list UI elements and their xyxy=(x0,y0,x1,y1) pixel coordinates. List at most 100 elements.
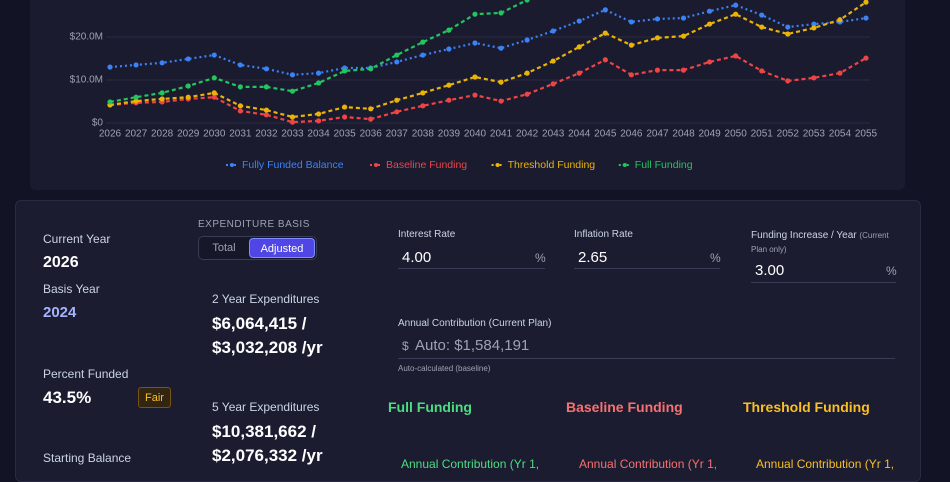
x-tick-label: 2026 xyxy=(99,129,122,140)
point xyxy=(524,91,530,97)
x-tick-label: 2027 xyxy=(125,129,148,140)
input-label: Inflation Rate xyxy=(574,229,633,240)
x-tick-label: 2047 xyxy=(646,129,669,140)
legend-dot xyxy=(622,163,627,167)
legend-dot xyxy=(374,163,378,167)
label: 5 Year Expenditures xyxy=(212,400,320,414)
x-tick-label: 2037 xyxy=(386,129,409,140)
point xyxy=(759,12,765,18)
point xyxy=(602,7,608,13)
point xyxy=(211,90,217,96)
point xyxy=(654,67,661,73)
legend-label: Full Funding xyxy=(635,159,693,171)
point xyxy=(628,19,634,25)
point xyxy=(263,84,270,90)
input-value[interactable]: 2.65 xyxy=(578,249,608,266)
point xyxy=(420,103,426,109)
label: Current Year xyxy=(43,232,111,246)
x-tick-label: 2032 xyxy=(255,129,278,140)
point xyxy=(498,79,504,85)
legend-dot xyxy=(495,163,500,167)
plan-title: Threshold Funding xyxy=(743,399,870,415)
point xyxy=(811,75,817,81)
point xyxy=(211,94,217,100)
point xyxy=(472,11,478,17)
note: Auto-calculated (baseline) xyxy=(398,364,491,373)
input-label: Interest Rate xyxy=(398,229,456,240)
point xyxy=(237,84,243,90)
point xyxy=(446,46,452,52)
series-line xyxy=(109,0,528,104)
y-tick-label: $10.0M xyxy=(70,75,103,86)
input-value[interactable]: 4.00 xyxy=(402,249,432,266)
point xyxy=(472,74,478,80)
point xyxy=(837,17,843,23)
x-tick-label: 2035 xyxy=(333,129,356,140)
x-tick-label: 2034 xyxy=(307,129,330,140)
x-tick-label: 2049 xyxy=(698,129,721,140)
settings-panel xyxy=(15,200,921,482)
point xyxy=(133,98,139,104)
input-label-group: Funding Increase / Year (Current Plan on… xyxy=(751,229,896,257)
point xyxy=(263,107,270,113)
input-line xyxy=(398,268,545,269)
point xyxy=(654,35,661,41)
point xyxy=(394,109,400,115)
input-value[interactable]: Auto: $1,584,191 xyxy=(415,337,530,354)
point xyxy=(550,28,556,34)
point xyxy=(211,52,217,58)
point xyxy=(733,2,739,8)
value: $2,076,332 /yr xyxy=(212,446,323,465)
point xyxy=(263,112,270,118)
toggle-option[interactable]: Adjusted xyxy=(249,238,315,258)
plan-title: Baseline Funding xyxy=(566,399,683,415)
value: $3,032,208 /yr xyxy=(212,338,323,357)
input-line xyxy=(751,282,896,283)
plan-line: Annual Contribution (Yr 1, xyxy=(579,457,718,471)
input-label: Funding Increase / Year xyxy=(751,230,857,241)
point xyxy=(420,39,426,45)
plan-line: Annual Contribution (Yr 1, xyxy=(756,457,895,471)
x-tick-label: 2028 xyxy=(151,129,174,140)
x-tick-label: 2050 xyxy=(725,129,748,140)
point xyxy=(107,99,113,105)
unit: % xyxy=(710,251,721,265)
series-line xyxy=(109,54,867,124)
y-tick-label: $20.0M xyxy=(70,32,103,43)
toggle-option[interactable]: Total xyxy=(212,242,236,254)
x-tick-label: 2038 xyxy=(412,129,435,140)
x-tick-label: 2040 xyxy=(464,129,487,140)
legend-dot xyxy=(230,163,234,167)
point xyxy=(263,66,270,72)
point xyxy=(159,60,165,66)
point xyxy=(185,83,191,89)
point xyxy=(315,80,322,86)
point xyxy=(368,116,374,122)
x-tick-label: 2029 xyxy=(177,129,200,140)
input-value[interactable]: 3.00 xyxy=(755,262,785,279)
section-label: EXPENDITURE BASIS xyxy=(198,219,310,230)
point xyxy=(628,72,634,78)
point xyxy=(576,44,582,50)
point xyxy=(706,59,713,65)
point xyxy=(368,66,374,72)
point xyxy=(185,94,191,100)
x-tick-label: 2039 xyxy=(438,129,461,140)
x-tick-label: 2031 xyxy=(229,129,252,140)
point xyxy=(394,97,400,103)
point xyxy=(785,31,791,37)
point xyxy=(759,24,765,30)
input-note: (Current Plan only) xyxy=(751,231,889,254)
unit: % xyxy=(886,264,897,278)
x-tick-label: 2055 xyxy=(855,129,878,140)
x-tick-label: 2054 xyxy=(829,129,852,140)
point xyxy=(368,106,374,112)
point xyxy=(237,103,243,109)
series-line xyxy=(109,1,867,119)
point xyxy=(785,78,791,84)
point xyxy=(524,70,530,76)
point xyxy=(837,70,843,76)
x-tick-label: 2036 xyxy=(360,129,383,140)
